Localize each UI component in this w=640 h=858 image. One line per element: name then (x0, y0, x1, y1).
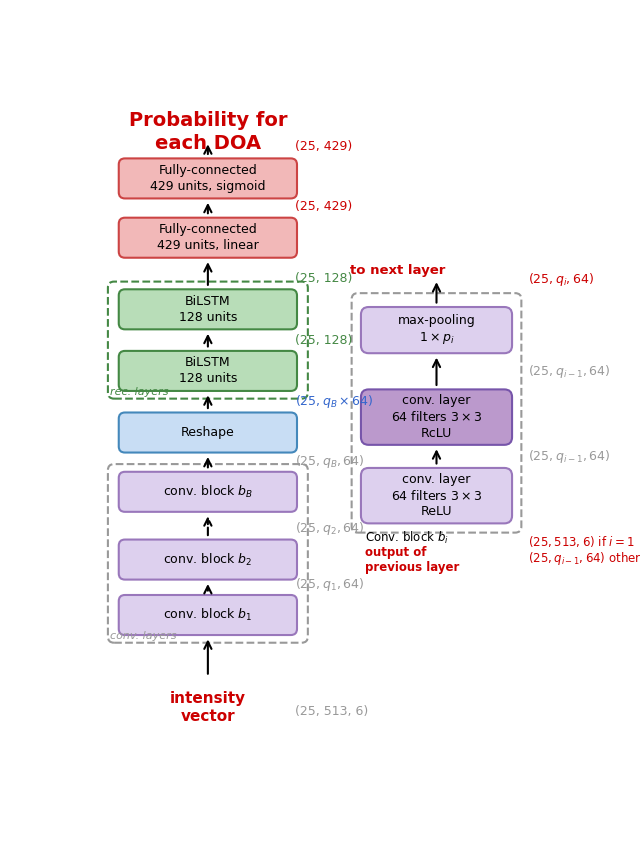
FancyBboxPatch shape (119, 472, 297, 512)
Text: max-pooling
$1 \times p_i$: max-pooling $1 \times p_i$ (397, 314, 476, 347)
FancyBboxPatch shape (119, 540, 297, 580)
Text: Conv. block $b_i$: Conv. block $b_i$ (365, 529, 449, 546)
Text: $(25, q_i, 64)$: $(25, q_i, 64)$ (527, 271, 593, 287)
Text: (25, 429): (25, 429) (296, 140, 353, 153)
FancyBboxPatch shape (361, 307, 512, 353)
Text: Fully-connected
429 units, linear: Fully-connected 429 units, linear (157, 223, 259, 252)
FancyBboxPatch shape (119, 159, 297, 198)
Text: $(25, q_1, 64)$: $(25, q_1, 64)$ (296, 576, 365, 593)
Text: (25, 513, 6): (25, 513, 6) (296, 704, 369, 718)
Text: (25, 128): (25, 128) (296, 334, 353, 347)
Text: Reshape: Reshape (181, 426, 235, 439)
Text: (25, 429): (25, 429) (296, 201, 353, 214)
Text: conv. layer
64 filters $3 \times 3$
ReLU: conv. layer 64 filters $3 \times 3$ ReLU (390, 473, 483, 518)
Text: conv. layers: conv. layers (110, 631, 177, 641)
Text: Fully-connected
429 units, sigmoid: Fully-connected 429 units, sigmoid (150, 164, 266, 193)
FancyBboxPatch shape (119, 351, 297, 391)
FancyBboxPatch shape (119, 218, 297, 257)
Text: conv. block $b_1$: conv. block $b_1$ (163, 607, 253, 623)
Text: intensity
vector: intensity vector (170, 691, 246, 724)
Text: $(25, q_{i-1}, 64)$ otherwise: $(25, q_{i-1}, 64)$ otherwise (527, 550, 640, 566)
Text: $(25, q_B, 64)$: $(25, q_B, 64)$ (296, 452, 365, 469)
FancyBboxPatch shape (119, 413, 297, 452)
Text: (25, 128): (25, 128) (296, 272, 353, 285)
Text: BiLSTM
128 units: BiLSTM 128 units (179, 295, 237, 323)
Text: rec. layers: rec. layers (110, 387, 169, 397)
Text: Probability for
each DOA: Probability for each DOA (129, 112, 287, 153)
Text: $(25, q_{i-1}, 64)$: $(25, q_{i-1}, 64)$ (527, 363, 610, 380)
FancyBboxPatch shape (361, 390, 512, 444)
Text: $(25, q_B \times 64)$: $(25, q_B \times 64)$ (296, 393, 374, 410)
Text: $(25, q_{i-1}, 64)$: $(25, q_{i-1}, 64)$ (527, 448, 610, 465)
Text: $(25, 513, 6)$ if $i=1$: $(25, 513, 6)$ if $i=1$ (527, 535, 635, 549)
Text: conv. block $b_2$: conv. block $b_2$ (163, 552, 253, 568)
FancyBboxPatch shape (119, 289, 297, 329)
FancyBboxPatch shape (119, 595, 297, 635)
Text: conv. layer
64 filters $3 \times 3$
RcLU: conv. layer 64 filters $3 \times 3$ RcLU (390, 395, 483, 440)
FancyBboxPatch shape (361, 468, 512, 523)
Text: conv. block $b_B$: conv. block $b_B$ (163, 484, 253, 500)
Text: BiLSTM
128 units: BiLSTM 128 units (179, 356, 237, 385)
Text: output of
previous layer: output of previous layer (365, 547, 459, 575)
Text: to next layer: to next layer (350, 263, 445, 276)
Text: $(25, q_2, 64)$: $(25, q_2, 64)$ (296, 520, 365, 537)
